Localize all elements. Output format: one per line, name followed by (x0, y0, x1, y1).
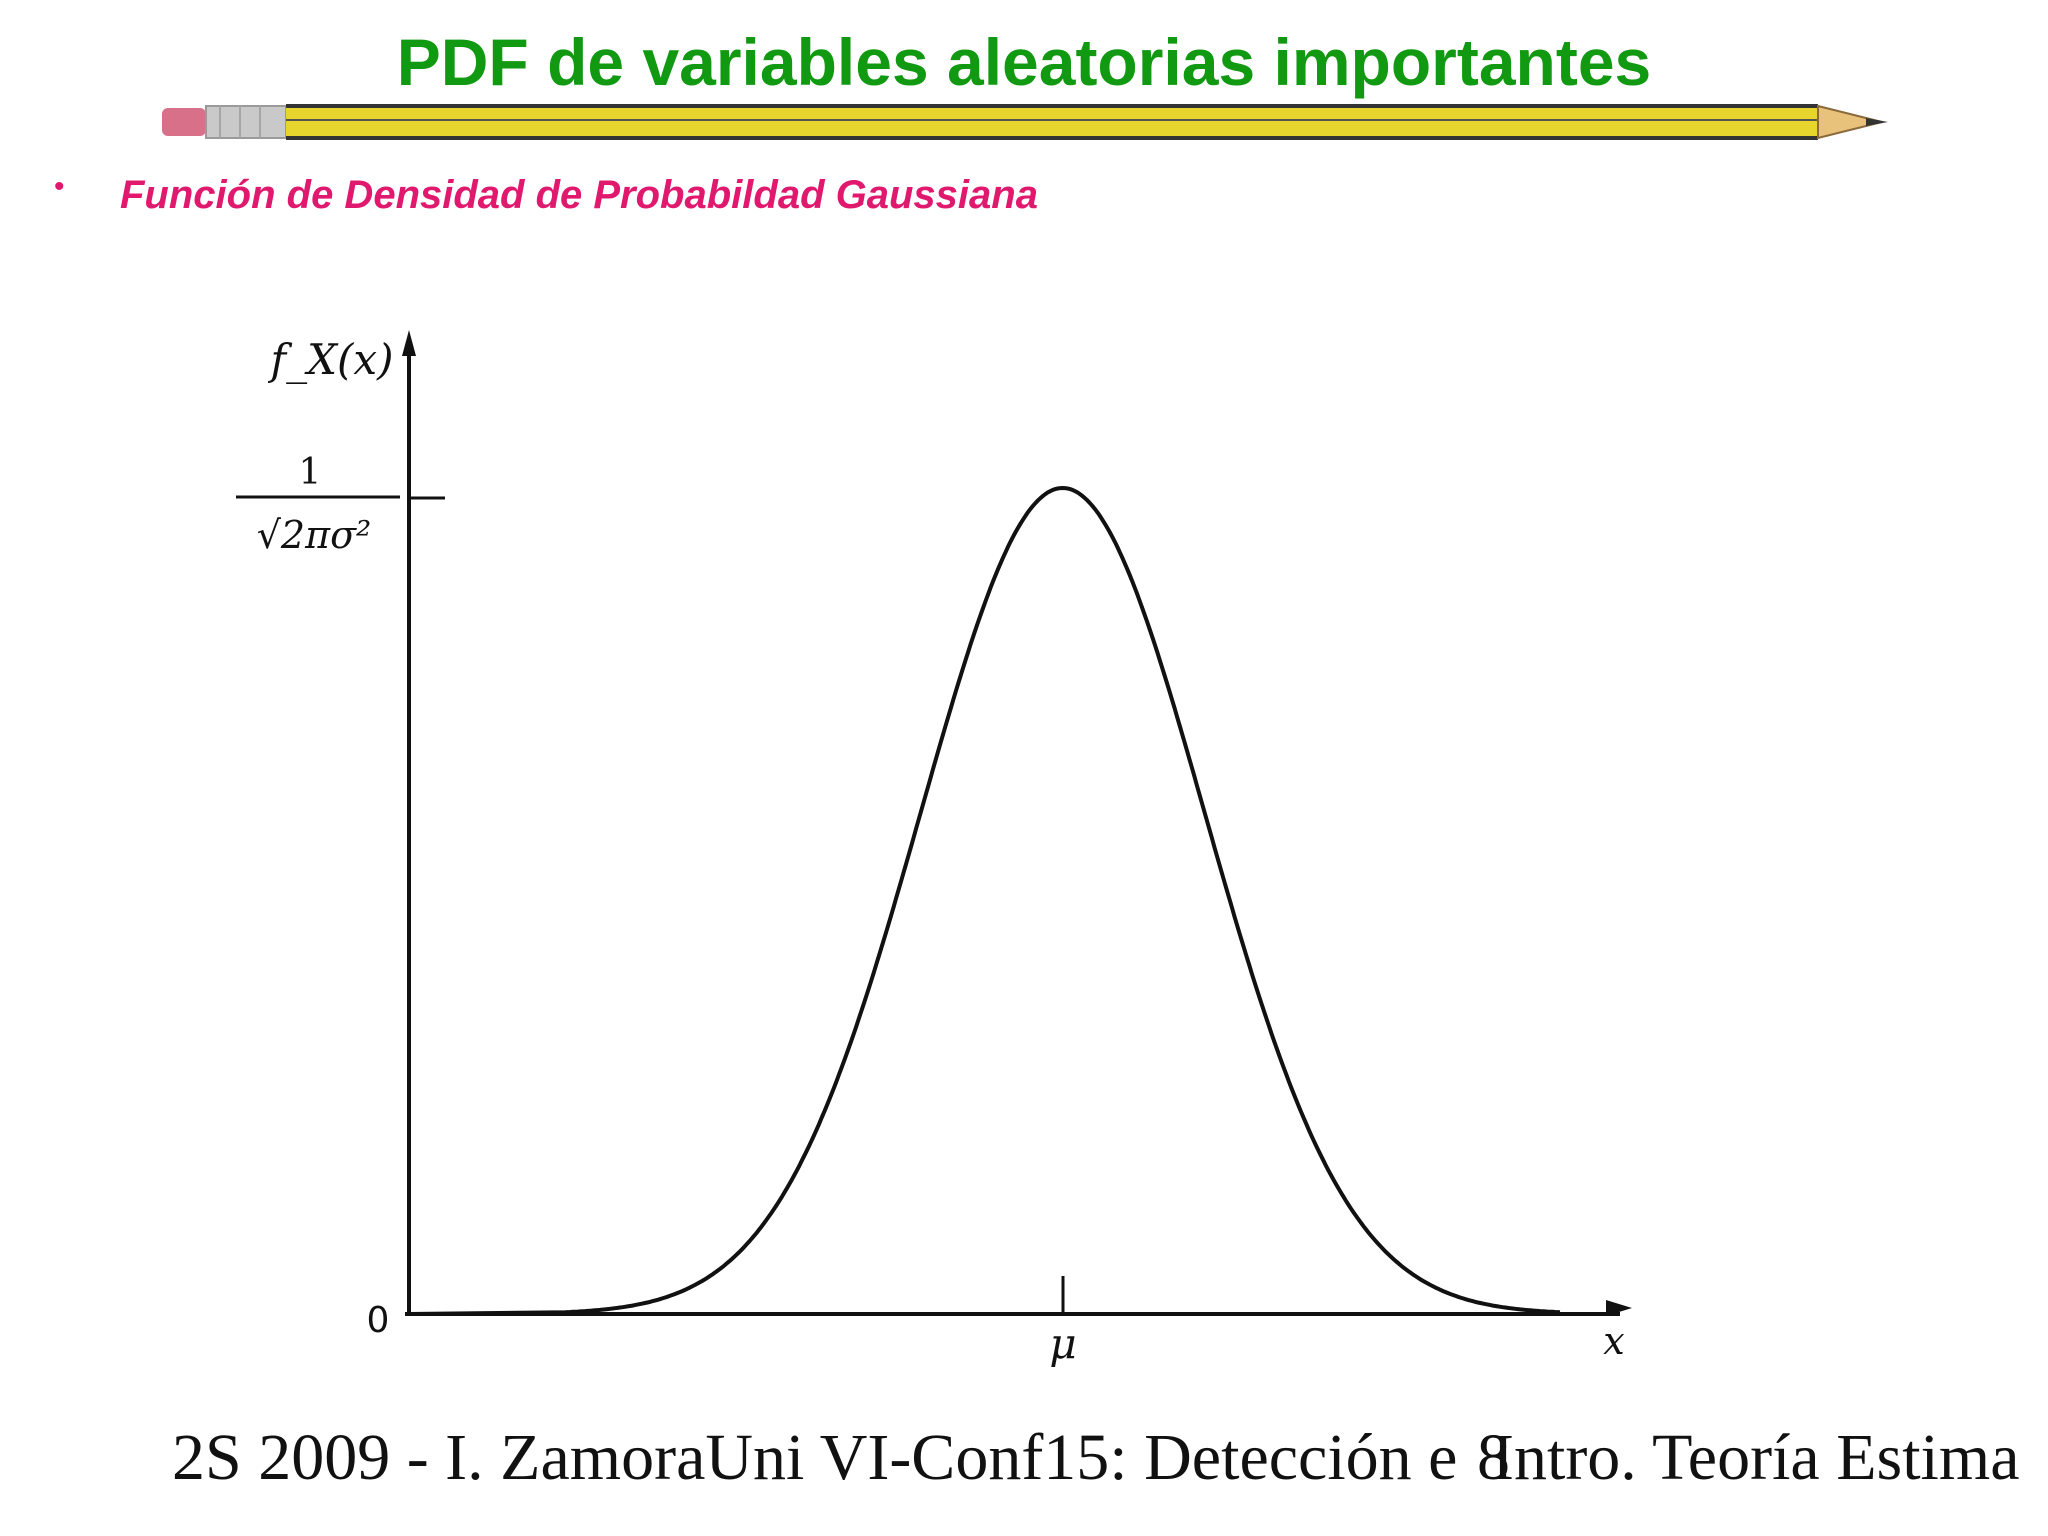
y-tick-label-peak: 1 √2πσ² (236, 452, 400, 557)
x-tick-label-mu: μ (1049, 1319, 1076, 1368)
x-axis-label: x (1603, 1319, 1624, 1363)
bullet-text: Función de Densidad de Probabildad Gauss… (120, 173, 1038, 217)
x-axis-arrow (1606, 1300, 1632, 1316)
pencil-body (286, 106, 1818, 138)
footer-left: 2S 2009 - I. ZamoraUni VI-Conf15: Detecc… (172, 1421, 1458, 1494)
pencil-eraser (162, 108, 206, 136)
footer-right: Intro. Teoría Estima (1492, 1421, 2020, 1494)
pencil-divider-icon (162, 104, 1888, 140)
svg-text:√2πσ²: √2πσ² (257, 513, 372, 557)
y-axis-label: f_X(x) (268, 335, 394, 384)
y-axis-arrow (402, 330, 416, 356)
pencil-tip (1817, 104, 1883, 140)
gaussian-curve (408, 485, 1561, 1316)
bullet-dot-icon: • (54, 170, 65, 203)
slide-footer: 2S 2009 - I. ZamoraUni VI-Conf15: Detecc… (172, 1418, 2042, 1498)
svg-text:1: 1 (299, 452, 322, 493)
gaussian-chart: f_X(x) x 0 μ 1 √2πσ² (236, 330, 1632, 1368)
y-tick-label-zero: 0 (367, 1300, 390, 1341)
slide-title: PDF de variables aleatorias importantes (396, 25, 1652, 99)
footer-page-number: 8 (1477, 1421, 1510, 1494)
